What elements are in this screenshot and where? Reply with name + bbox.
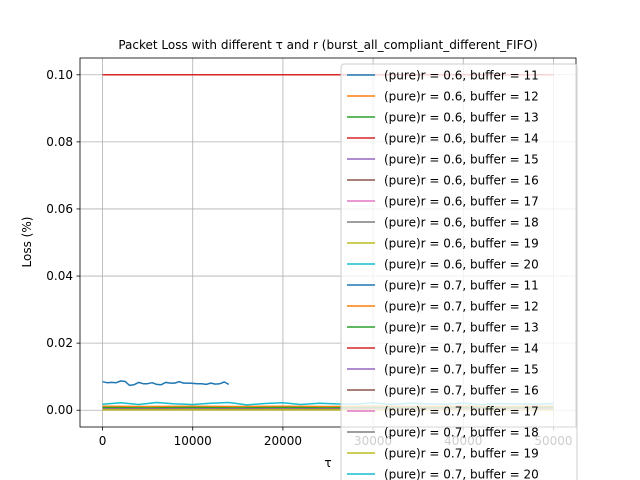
legend-label: (pure)r = 0.6, buffer = 14 xyxy=(384,132,539,146)
y-tick-label: 0.04 xyxy=(46,269,73,283)
y-axis-label: Loss (%) xyxy=(20,217,34,268)
x-tick-label: 10000 xyxy=(174,434,212,448)
series-line-0 xyxy=(102,380,230,387)
legend-label: (pure)r = 0.6, buffer = 15 xyxy=(384,153,539,167)
y-tick-label: 0.08 xyxy=(46,135,73,149)
chart-title: Packet Loss with different τ and r (burs… xyxy=(118,38,537,52)
legend-label: (pure)r = 0.7, buffer = 15 xyxy=(384,363,539,377)
legend-label: (pure)r = 0.7, buffer = 13 xyxy=(384,321,539,335)
legend-label: (pure)r = 0.7, buffer = 20 xyxy=(384,468,539,480)
legend-label: (pure)r = 0.7, buffer = 14 xyxy=(384,342,539,356)
x-tick-label: 20000 xyxy=(264,434,302,448)
legend-label: (pure)r = 0.6, buffer = 17 xyxy=(384,195,539,209)
legend-label: (pure)r = 0.6, buffer = 20 xyxy=(384,258,539,272)
legend-label: (pure)r = 0.6, buffer = 12 xyxy=(384,90,539,104)
x-tick-label: 0 xyxy=(99,434,107,448)
legend-label: (pure)r = 0.7, buffer = 19 xyxy=(384,447,539,461)
legend-label: (pure)r = 0.6, buffer = 18 xyxy=(384,216,539,230)
legend-label: (pure)r = 0.7, buffer = 16 xyxy=(384,384,539,398)
legend: (pure)r = 0.6, buffer = 11 (pure)r = 0.6,… xyxy=(340,63,578,480)
legend-label: (pure)r = 0.6, buffer = 19 xyxy=(384,237,539,251)
legend-label: (pure)r = 0.6, buffer = 11 xyxy=(384,69,539,83)
legend-label: (pure)r = 0.7, buffer = 18 xyxy=(384,426,539,440)
legend-label: (pure)r = 0.7, buffer = 12 xyxy=(384,300,539,314)
legend-label: (pure)r = 0.7, buffer = 11 xyxy=(384,279,539,293)
legend-box xyxy=(340,63,578,480)
y-tick-label: 0.00 xyxy=(46,403,73,417)
y-tick-label: 0.06 xyxy=(46,202,73,216)
y-tick-label: 0.02 xyxy=(46,336,73,350)
x-axis-label: τ xyxy=(324,456,331,470)
legend-label: (pure)r = 0.7, buffer = 17 xyxy=(384,405,539,419)
y-tick-label: 0.10 xyxy=(46,68,73,82)
legend-label: (pure)r = 0.6, buffer = 13 xyxy=(384,111,539,125)
legend-label: (pure)r = 0.6, buffer = 16 xyxy=(384,174,539,188)
